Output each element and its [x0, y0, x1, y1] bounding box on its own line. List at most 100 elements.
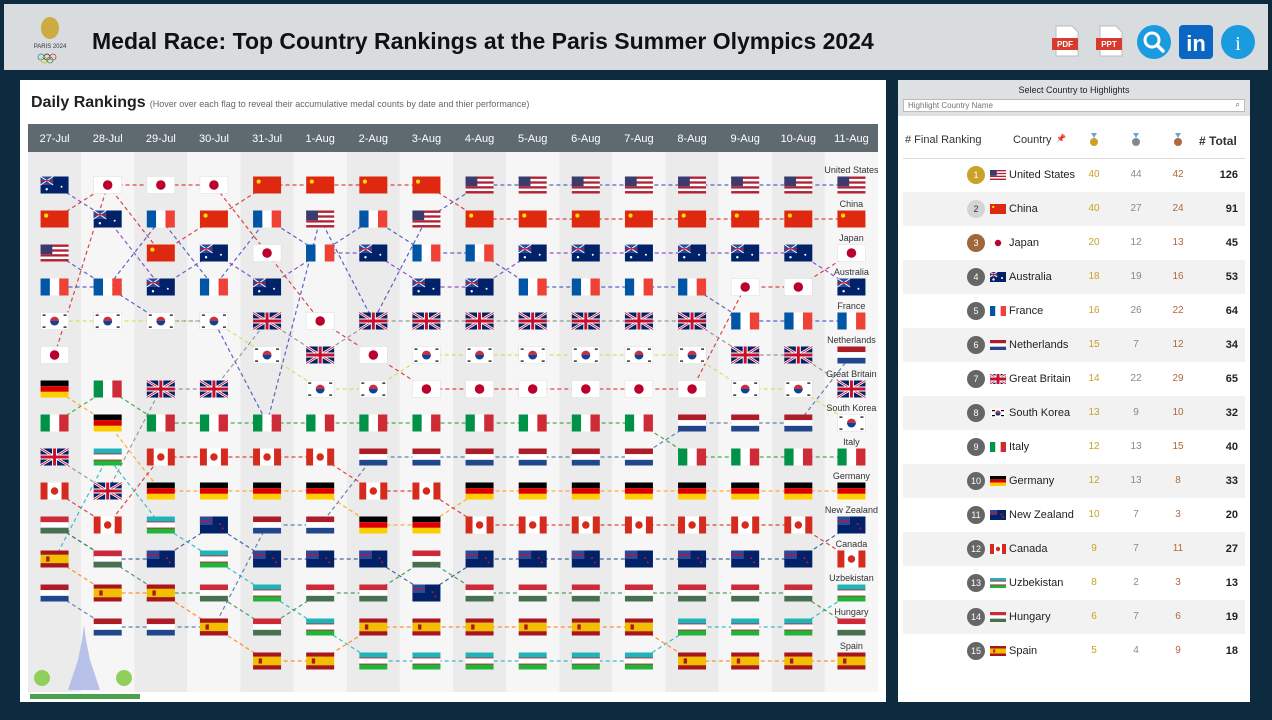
- country-flag-marker[interactable]: [784, 652, 813, 670]
- country-flag-marker[interactable]: [571, 176, 600, 194]
- country-flag-marker[interactable]: [837, 584, 866, 602]
- country-flag-marker[interactable]: [783, 345, 813, 365]
- country-flag-marker[interactable]: [253, 516, 282, 534]
- search-button[interactable]: [1136, 24, 1171, 60]
- country-flag-marker[interactable]: [571, 448, 600, 466]
- country-flag-marker[interactable]: [518, 176, 547, 194]
- country-flag-marker[interactable]: [39, 447, 70, 467]
- country-flag-marker[interactable]: [306, 210, 335, 228]
- country-flag-marker[interactable]: [678, 618, 707, 636]
- country-flag-marker[interactable]: [731, 584, 760, 602]
- country-flag-marker[interactable]: [837, 448, 866, 466]
- country-flag-marker[interactable]: [624, 448, 653, 466]
- country-flag-marker[interactable]: [571, 346, 601, 364]
- table-row[interactable]: 8 South Korea 13 9 10 32: [903, 396, 1245, 430]
- country-flag-marker[interactable]: [837, 176, 866, 194]
- country-flag-marker[interactable]: [571, 652, 600, 670]
- country-flag-marker[interactable]: [571, 414, 600, 432]
- country-flag-marker[interactable]: [624, 176, 653, 194]
- country-flag-marker[interactable]: [306, 482, 335, 500]
- country-flag-marker[interactable]: [199, 584, 228, 602]
- country-flag-marker[interactable]: [93, 176, 122, 194]
- country-flag-marker[interactable]: [359, 652, 388, 670]
- country-flag-marker[interactable]: [624, 482, 653, 500]
- country-flag-marker[interactable]: [518, 516, 547, 534]
- country-flag-marker[interactable]: [252, 346, 282, 364]
- country-flag-marker[interactable]: [465, 448, 494, 466]
- country-flag-marker[interactable]: [624, 278, 653, 296]
- country-flag-marker[interactable]: [730, 244, 760, 262]
- country-flag-marker[interactable]: [678, 448, 707, 466]
- country-flag-marker[interactable]: [93, 516, 122, 534]
- country-flag-marker[interactable]: [571, 244, 600, 262]
- country-flag-marker[interactable]: [412, 550, 441, 568]
- country-flag-marker[interactable]: [571, 618, 600, 636]
- country-flag-marker[interactable]: [837, 482, 866, 500]
- pin-icon[interactable]: 📌: [1056, 134, 1066, 143]
- country-flag-marker[interactable]: [465, 346, 494, 364]
- final-ranking-header[interactable]: # Final Ranking: [905, 134, 982, 146]
- country-flag-marker[interactable]: [465, 278, 494, 296]
- total-header[interactable]: # Total: [1199, 134, 1237, 148]
- country-flag-marker[interactable]: [146, 550, 175, 568]
- country-flag-marker[interactable]: [784, 618, 813, 636]
- country-flag-marker[interactable]: [731, 414, 760, 432]
- country-flag-marker[interactable]: [465, 482, 494, 500]
- country-flag-marker[interactable]: [731, 550, 760, 568]
- country-flag-marker[interactable]: [730, 278, 760, 296]
- country-flag-marker[interactable]: [571, 380, 601, 398]
- linkedin-button[interactable]: in: [1178, 24, 1213, 60]
- country-flag-marker[interactable]: [731, 482, 760, 500]
- country-flag-marker[interactable]: [359, 618, 388, 636]
- country-flag-marker[interactable]: [837, 210, 866, 228]
- country-flag-marker[interactable]: [93, 550, 122, 568]
- country-flag-marker[interactable]: [678, 414, 707, 432]
- country-flag-marker[interactable]: [518, 448, 547, 466]
- country-flag-marker[interactable]: [784, 482, 813, 500]
- country-flag-marker[interactable]: [146, 516, 175, 534]
- table-row[interactable]: 14 Hungary 6 7 6 19: [903, 600, 1245, 634]
- table-row[interactable]: 11 New Zealand 10 7 3 20: [903, 498, 1245, 532]
- country-flag-marker[interactable]: [518, 584, 547, 602]
- country-flag-marker[interactable]: [199, 244, 228, 262]
- table-row[interactable]: 6 Netherlands 15 7 12 34: [903, 328, 1245, 362]
- country-flag-marker[interactable]: [93, 618, 122, 636]
- country-flag-marker[interactable]: [253, 652, 282, 670]
- country-flag-marker[interactable]: [837, 414, 866, 432]
- country-flag-marker[interactable]: [836, 379, 867, 399]
- country-flag-marker[interactable]: [464, 311, 495, 331]
- country-flag-marker[interactable]: [731, 210, 760, 228]
- country-flag-marker[interactable]: [412, 584, 441, 602]
- ppt-export-button[interactable]: PPT: [1094, 24, 1128, 60]
- country-flag-marker[interactable]: [199, 176, 229, 194]
- country-flag-marker[interactable]: [465, 652, 494, 670]
- country-flag-marker[interactable]: [358, 311, 388, 331]
- country-flag-marker[interactable]: [412, 176, 441, 194]
- country-flag-marker[interactable]: [253, 448, 282, 466]
- country-flag-marker[interactable]: [146, 482, 175, 500]
- country-flag-marker[interactable]: [465, 584, 494, 602]
- country-flag-marker[interactable]: [518, 278, 547, 296]
- table-row[interactable]: 2 China 40 27 24 91: [903, 192, 1245, 226]
- country-flag-marker[interactable]: [412, 448, 441, 466]
- country-flag-marker[interactable]: [518, 380, 547, 398]
- country-flag-marker[interactable]: [678, 652, 707, 670]
- country-flag-marker[interactable]: [306, 618, 335, 636]
- country-flag-marker[interactable]: [412, 516, 441, 534]
- country-header[interactable]: Country: [1013, 134, 1052, 146]
- country-flag-marker[interactable]: [253, 550, 282, 568]
- country-flag-marker[interactable]: [784, 448, 813, 466]
- country-flag-marker[interactable]: [93, 584, 122, 602]
- country-flag-marker[interactable]: [146, 210, 175, 228]
- country-flag-marker[interactable]: [518, 244, 547, 262]
- country-flag-marker[interactable]: [199, 210, 228, 228]
- table-row[interactable]: 15 Spain 5 4 9 18: [903, 634, 1245, 668]
- country-flag-marker[interactable]: [465, 414, 494, 432]
- country-flag-marker[interactable]: [730, 380, 760, 398]
- country-flag-marker[interactable]: [518, 346, 547, 364]
- pdf-export-button[interactable]: PDF: [1050, 24, 1084, 60]
- country-flag-marker[interactable]: [412, 244, 441, 262]
- country-flag-marker[interactable]: [359, 584, 388, 602]
- country-flag-marker[interactable]: [146, 618, 175, 636]
- country-flag-marker[interactable]: [731, 448, 760, 466]
